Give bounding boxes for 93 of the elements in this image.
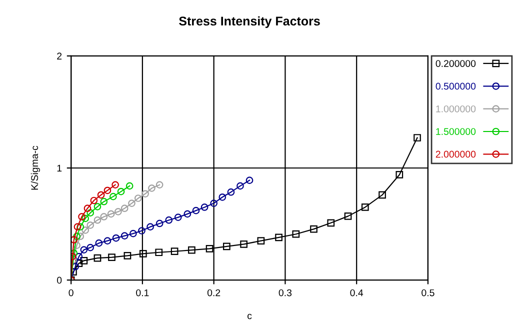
legend-label: 1.000000 [436,105,476,112]
point [218,193,226,201]
point [128,200,136,207]
point [120,232,128,240]
point [188,246,196,254]
legend-label: 0.200000 [436,60,476,67]
y-tick-label: 2 [57,52,62,60]
point [236,182,244,190]
point [129,230,137,238]
point [104,186,112,194]
point [138,227,146,234]
point [246,176,254,184]
point [104,237,112,245]
point [120,204,128,212]
point [156,181,164,188]
x-tick-label: 0.4 [350,289,364,296]
point [292,230,300,238]
point [80,246,88,254]
point [327,219,335,227]
point [222,242,230,250]
point [117,188,125,196]
x-tick-label: 0.3 [278,289,292,296]
point [227,188,235,196]
point [112,234,120,242]
point [71,236,78,244]
point [76,232,84,240]
point [184,210,192,218]
point [156,220,164,228]
point [192,206,200,214]
point [155,248,163,256]
point [148,184,156,192]
legend-label: 2.000000 [436,150,476,158]
point [74,223,82,231]
x-tick-label: 0.1 [136,289,149,296]
point [361,204,369,211]
point [146,223,154,231]
legend-label: 1.500000 [436,128,476,135]
point [142,190,149,198]
point [90,196,98,204]
point [414,134,421,142]
point [80,256,88,264]
point [75,260,83,268]
point [107,210,115,218]
point [100,213,108,220]
x-tick-label: 0 [68,289,74,296]
point [124,252,132,260]
point [108,254,116,261]
point [110,192,117,200]
point [86,221,94,229]
point [174,214,182,221]
point [134,194,142,202]
point [210,200,218,207]
point [200,204,208,211]
point [396,171,404,178]
y-tick-label: 0 [57,276,62,284]
point [73,242,80,249]
x-axis-title: c [248,314,252,320]
point [139,250,147,258]
point [86,244,94,252]
point [114,208,122,216]
point [75,252,83,260]
point [72,262,80,270]
point [310,225,318,233]
point [76,223,84,231]
point [126,182,134,190]
point [73,232,80,240]
point [165,216,173,224]
point [94,216,102,224]
point [344,212,352,220]
point [71,249,78,257]
point [100,198,108,206]
point [95,239,103,247]
y-tick-label: 1 [57,164,62,172]
y-axis-title: K/Sigma-c [30,146,40,190]
point [78,213,86,220]
point [94,202,102,210]
point [378,191,386,199]
point [240,240,248,248]
point [170,248,178,256]
point [82,214,90,222]
point [84,204,92,212]
point [275,234,282,242]
point [206,245,214,252]
point [86,209,94,216]
chart-title: Stress Intensity Factors [179,16,320,28]
legend-label: 0.500000 [436,82,476,90]
point [112,181,120,188]
point [82,226,90,234]
x-tick-label: 0.5 [422,289,434,296]
point [97,191,105,199]
x-tick-label: 0.2 [207,289,220,296]
point [257,237,265,245]
point [94,254,102,262]
